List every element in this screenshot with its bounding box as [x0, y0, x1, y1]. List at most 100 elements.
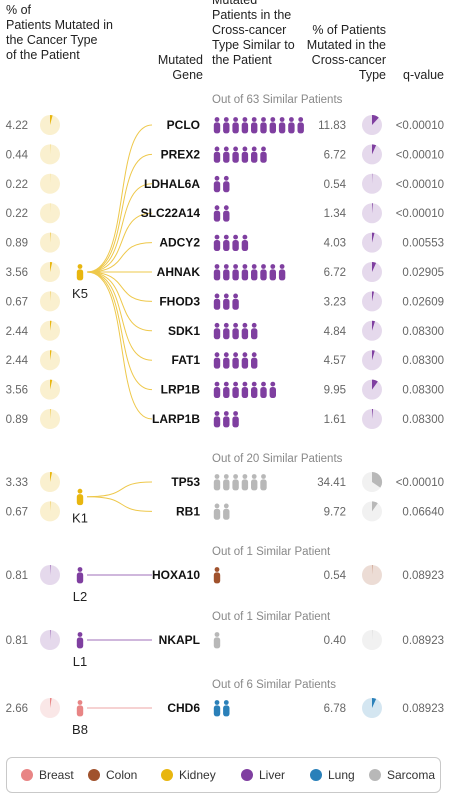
- q-value-label: 0.08923: [402, 635, 444, 647]
- own-pie-bg: [40, 501, 60, 522]
- mutated-patient-icon-head: [242, 146, 248, 152]
- legend-label-colon: Colon: [106, 768, 138, 782]
- mutated-patient-icon-head: [223, 503, 229, 509]
- mutated-patient-icon-head: [214, 293, 220, 299]
- mutated-patient-icon: [213, 205, 221, 222]
- pct-cross-label: 3.23: [324, 296, 346, 308]
- mutated-patient-icon: [251, 474, 258, 491]
- mutated-patient-icon-head: [223, 411, 229, 416]
- mutated-patient-icon-head: [214, 632, 220, 637]
- gene-label: LRP1B: [161, 383, 201, 397]
- header-col1-line: of the Patient: [6, 48, 80, 62]
- mutated-patient-icon-body: [241, 151, 249, 163]
- own-pie: [40, 203, 60, 224]
- similar-patients-label: Out of 20 Similar Patients: [212, 453, 343, 465]
- pct-own-label: 0.44: [6, 149, 29, 161]
- mutated-patient-icon-body: [232, 240, 239, 251]
- mutated-patient-icon-body: [232, 151, 239, 163]
- mutated-patient-icon-head: [261, 381, 266, 387]
- mutated-patient-icon-head: [251, 381, 257, 387]
- mutated-patient-icon: [223, 146, 230, 163]
- cross-pie: [362, 379, 382, 400]
- mutated-patient-icon-body: [213, 637, 221, 649]
- mutated-patient-icon-body: [278, 269, 286, 281]
- patient-label: L1: [73, 654, 87, 669]
- mutated-patient-icon-body: [251, 151, 258, 163]
- mutated-patient-icon-body: [269, 269, 276, 281]
- mutated-patient-icon-head: [298, 117, 304, 122]
- mutated-patient-icon: [223, 234, 230, 251]
- mutated-patient-icon-body: [232, 298, 239, 310]
- mutated-patient-icon: [278, 117, 286, 134]
- mutated-patient-icon-body: [213, 210, 221, 222]
- mutated-patient-icon-head: [242, 352, 248, 358]
- mutated-patient-icon: [223, 117, 230, 134]
- legend: Breast Colon Kidney Liver Lung Sarcoma: [6, 757, 441, 793]
- own-pie: [40, 565, 60, 585]
- mutated-patient-icon-head: [223, 146, 229, 152]
- own-pie-slice: [50, 698, 52, 708]
- q-value-label: 0.08300: [402, 355, 444, 367]
- mutated-patient-icon: [241, 322, 249, 340]
- mutated-patient-icon-body: [241, 357, 249, 369]
- legend-item-colon: Colon: [88, 768, 137, 782]
- cross-pie: [362, 320, 382, 341]
- legend-label-lung: Lung: [328, 768, 355, 782]
- gene-label: HOXA10: [152, 568, 200, 582]
- own-pie: [40, 350, 60, 371]
- mutated-patient-icon-body: [269, 387, 276, 398]
- cross-pie-slice: [372, 115, 379, 125]
- own-pie-slice: [50, 232, 51, 243]
- mutated-patient-icon-body: [213, 298, 221, 310]
- mutated-patient-icon: [213, 234, 221, 251]
- legend-swatch-lung: [310, 769, 322, 781]
- legend-item-liver: Liver: [241, 768, 285, 782]
- own-pie-slice: [50, 472, 53, 482]
- pct-own-label: 3.56: [6, 385, 28, 397]
- mutated-patient-icon-head: [214, 381, 220, 387]
- mutated-patient-icon-head: [223, 381, 229, 387]
- mutated-patient-icon: [241, 474, 249, 491]
- mutated-patient-icon-body: [213, 357, 221, 369]
- mutated-patient-icon-body: [241, 479, 249, 491]
- mutated-patient-icon-body: [260, 122, 267, 134]
- mutated-patient-icon-head: [233, 352, 239, 358]
- mutated-patient-icon-head: [251, 322, 257, 328]
- q-value-label: 0.06640: [402, 506, 444, 518]
- mutated-patient-icon-body: [223, 269, 230, 281]
- mutated-patient-icon-head: [233, 411, 239, 416]
- legend-item-breast: Breast: [21, 768, 74, 782]
- pct-cross-label: 0.54: [324, 179, 347, 191]
- mutated-patient-icon: [297, 117, 304, 134]
- own-pie-slice: [50, 630, 51, 640]
- header-col4-line: Mutated in the: [307, 38, 386, 52]
- mutated-patient-icon: [269, 264, 276, 281]
- mutated-patient-icon-head: [233, 146, 239, 152]
- mutated-patient-icon: [213, 567, 221, 584]
- pct-own-label: 2.44: [6, 355, 29, 367]
- patient-icon-head: [77, 488, 83, 494]
- mutated-patient-icon: [213, 474, 221, 491]
- patient-icon: [76, 264, 84, 281]
- mutated-patient-icon-body: [223, 240, 230, 251]
- mutated-patient-icon-head: [233, 474, 239, 479]
- header-col1-line: % of: [6, 3, 32, 17]
- mutated-patient-icon-head: [223, 205, 229, 211]
- mutated-patient-icon: [269, 117, 276, 134]
- mutated-patient-icon-head: [214, 175, 220, 181]
- own-pie: [40, 291, 60, 312]
- patient-icon-head: [77, 264, 83, 269]
- mutated-patient-icon-head: [233, 381, 239, 387]
- pct-cross-label: 6.78: [324, 703, 346, 715]
- mutated-patient-icon-body: [223, 122, 230, 134]
- mutated-patient-icon-head: [270, 381, 276, 387]
- mutated-patient-icon-head: [233, 322, 239, 328]
- mutated-patient-icon: [260, 474, 267, 491]
- own-pie-slice: [50, 115, 53, 125]
- mutated-patient-icon-body: [269, 122, 276, 134]
- mutated-patient-icon-body: [223, 387, 230, 398]
- connector-line: [86, 481, 153, 498]
- mutated-patient-icon-head: [214, 264, 220, 269]
- cross-pie: [362, 565, 382, 585]
- header-col2-line: Mutated: [158, 53, 203, 67]
